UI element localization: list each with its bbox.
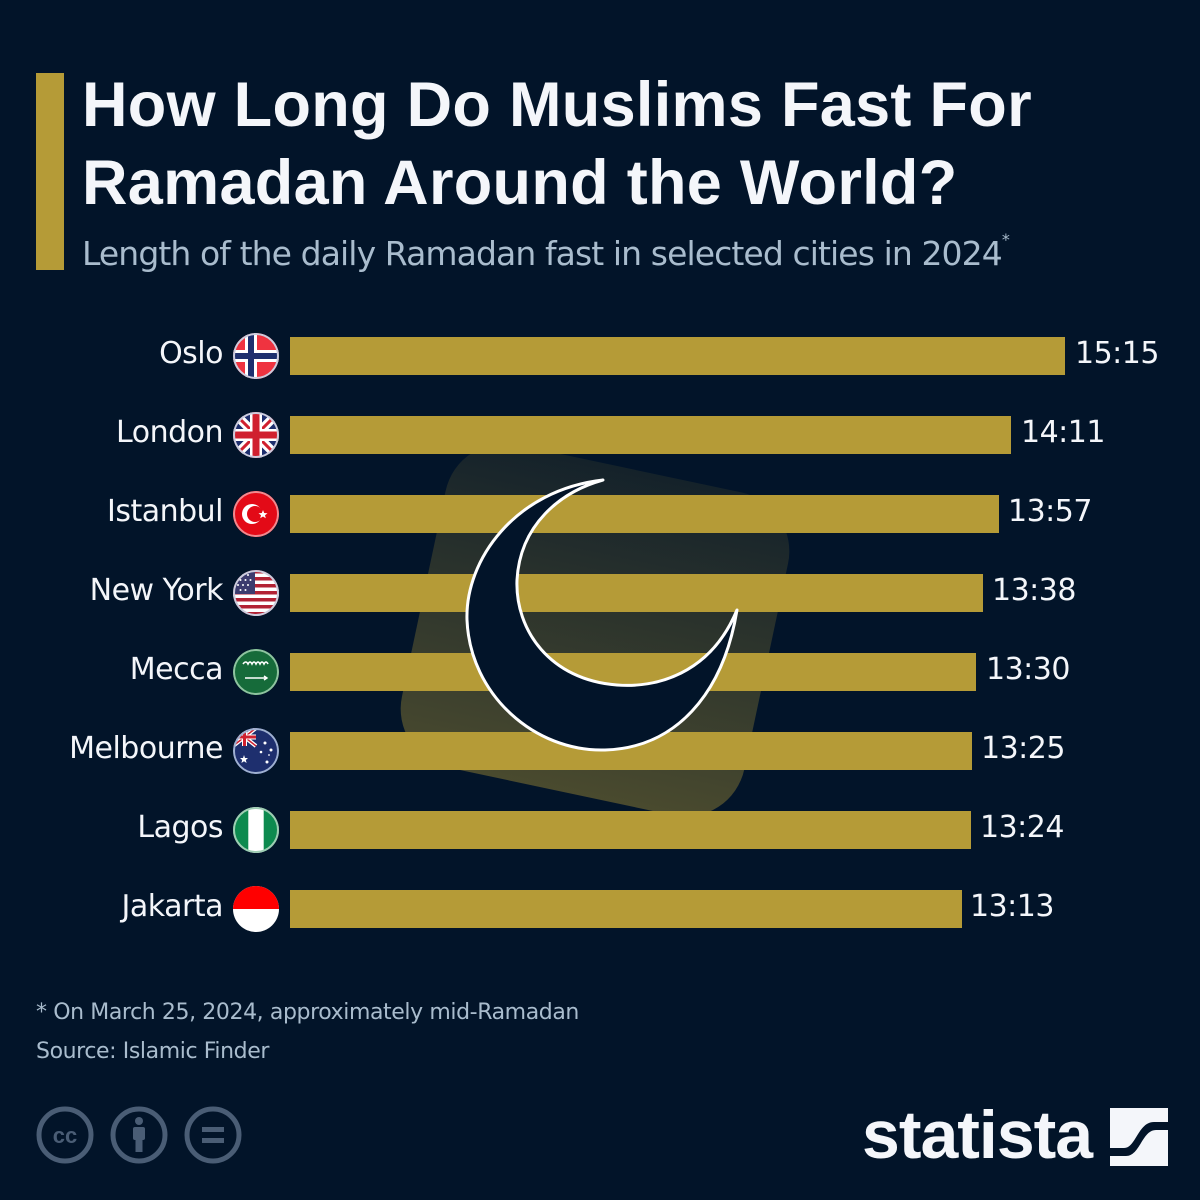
saudi-arabia-flag-icon bbox=[233, 649, 279, 695]
chart-title: How Long Do Muslims Fast For Ramadan Aro… bbox=[82, 70, 1032, 218]
chart-subtitle: Length of the daily Ramadan fast in sele… bbox=[82, 230, 1010, 273]
title-accent-bar bbox=[36, 73, 64, 270]
chart-row: Istanbul 13:57 bbox=[0, 491, 1200, 537]
value-label: 13:30 bbox=[986, 652, 1070, 687]
bar-chart: Oslo 15:15 London 14:11 Istanbul 13:57 N… bbox=[0, 333, 1200, 932]
city-label: Istanbul bbox=[106, 494, 224, 529]
chart-row: Lagos 13:24 bbox=[0, 807, 1200, 853]
chart-row: New York 13:38 bbox=[0, 570, 1200, 616]
chart-row: Mecca 13:30 bbox=[0, 649, 1200, 695]
city-label: Oslo bbox=[159, 336, 223, 371]
indonesia-flag-icon bbox=[233, 886, 279, 932]
turkey-flag-icon bbox=[233, 491, 279, 537]
value-label: 13:25 bbox=[981, 731, 1065, 766]
value-label: 13:57 bbox=[1008, 494, 1092, 529]
chart-row: Oslo 15:15 bbox=[0, 333, 1200, 379]
svg-text:cc: cc bbox=[53, 1123, 77, 1148]
city-label: Jakarta bbox=[121, 889, 224, 924]
nigeria-flag-icon bbox=[233, 807, 279, 853]
crescent-moon-icon bbox=[465, 478, 739, 752]
chart-row: Jakarta 13:13 bbox=[0, 886, 1200, 932]
norway-flag-icon bbox=[233, 333, 279, 379]
city-label: Mecca bbox=[129, 652, 224, 687]
bar-jakarta bbox=[290, 890, 962, 928]
chart-row: London 14:11 bbox=[0, 412, 1200, 458]
city-label: Melbourne bbox=[69, 731, 223, 766]
statista-wordmark: statista bbox=[862, 1097, 1093, 1173]
cc-icon[interactable]: cc bbox=[36, 1106, 94, 1164]
uk-flag-icon bbox=[233, 412, 279, 458]
bar-istanbul bbox=[290, 495, 999, 533]
city-label: London bbox=[116, 415, 223, 450]
statista-logo[interactable]: statista bbox=[862, 1097, 1169, 1173]
value-label: 15:15 bbox=[1075, 336, 1159, 371]
source-link[interactable]: Source: Islamic Finder bbox=[36, 1039, 269, 1064]
statista-logo-icon bbox=[1110, 1108, 1169, 1166]
footnote: * On March 25, 2024, approximately mid-R… bbox=[36, 1000, 579, 1025]
no-derivatives-icon[interactable] bbox=[184, 1106, 242, 1164]
usa-flag-icon bbox=[233, 570, 279, 616]
bar-new-york bbox=[290, 574, 983, 612]
australia-flag-icon bbox=[233, 728, 279, 774]
value-label: 13:38 bbox=[992, 573, 1076, 608]
value-label: 14:11 bbox=[1021, 415, 1105, 450]
bar-london bbox=[290, 416, 1011, 454]
bar-oslo bbox=[290, 337, 1065, 375]
attribution-icon[interactable] bbox=[110, 1106, 168, 1164]
city-label: New York bbox=[89, 573, 224, 608]
license-icons: cc bbox=[36, 1106, 242, 1164]
city-label: Lagos bbox=[137, 810, 223, 845]
value-label: 13:13 bbox=[970, 889, 1054, 924]
value-label: 13:24 bbox=[980, 810, 1064, 845]
bar-lagos bbox=[290, 811, 971, 849]
